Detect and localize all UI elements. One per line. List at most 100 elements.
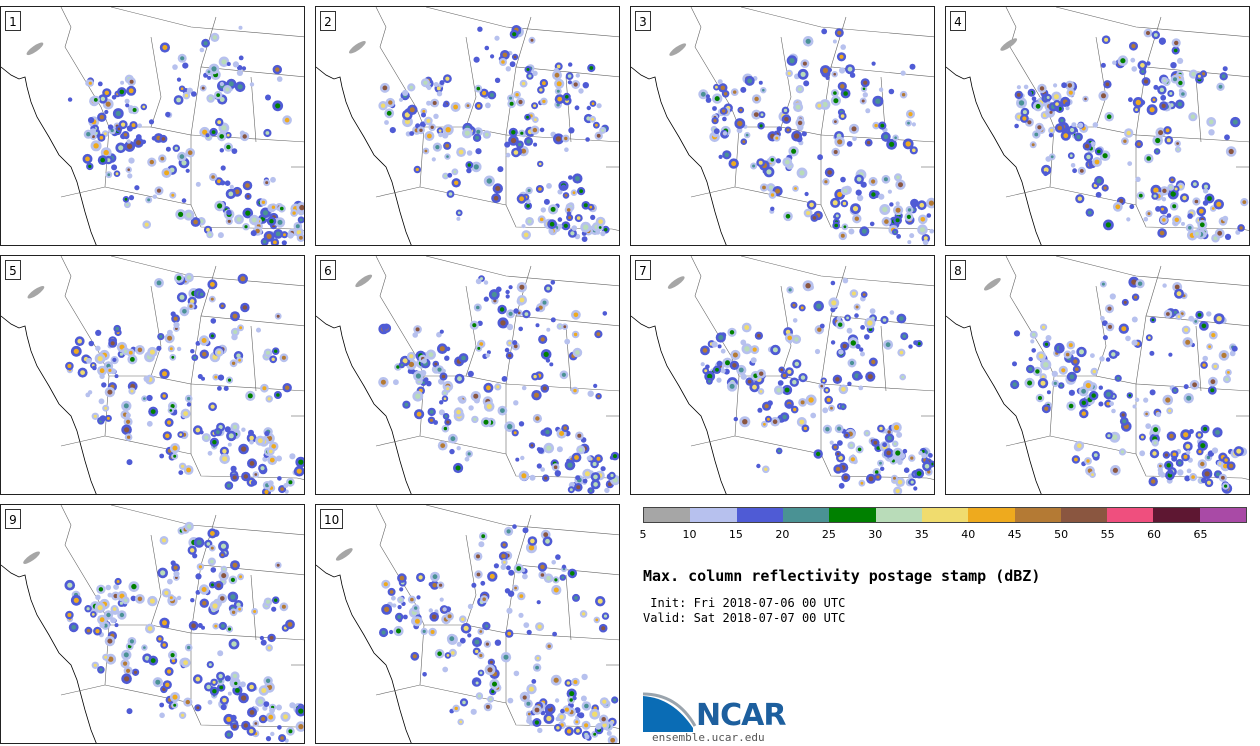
coastline [1,66,97,245]
echo-core [457,211,461,215]
echo-core [211,175,215,179]
echo-cell [856,194,864,202]
echo-cell [1111,408,1116,414]
echo-core [722,109,726,113]
echo-core [920,217,926,222]
state-border [505,632,619,641]
echo-cell [909,63,916,70]
echo-cell [433,420,438,425]
echo-core [202,352,207,357]
echo-core [1169,185,1173,189]
echo-core [772,419,778,424]
echo-cell [501,376,508,382]
echo-cell [900,70,906,76]
echo-core [266,599,270,604]
echo-core [753,112,759,117]
echo-cell [1161,197,1167,202]
state-border [375,435,421,447]
echo-cell [776,126,782,132]
echo-core [540,573,545,577]
echo-core [729,330,735,335]
echo-core [432,574,438,580]
echo-core [147,198,151,202]
echo-core [601,717,606,722]
echo-core [1200,443,1206,449]
echo-core [445,143,450,148]
echo-cell [1135,176,1141,182]
echo-core [1204,471,1210,477]
echo-core [1091,473,1094,476]
echo-cell [220,180,226,186]
echo-core [186,275,192,280]
member-number-label: 3 [635,11,651,31]
echo-core [1120,58,1126,64]
echo-core [901,93,906,97]
state-border [1005,435,1051,447]
echo-core [543,532,549,538]
echo-core [509,101,514,106]
echo-cell [1099,356,1105,362]
echo-core [1068,343,1073,348]
echo-cell [521,568,526,573]
echo-core [239,575,243,579]
echo-core [1112,467,1118,473]
echo-core [501,60,505,64]
echo-core [1038,396,1042,400]
echo-core [884,219,889,224]
echo-core [206,227,210,232]
echo-cell [896,431,903,438]
echo-core [476,572,481,577]
echo-core [1086,154,1091,160]
echo-core [1203,427,1208,431]
echo-core [1208,345,1211,349]
echo-cell [564,147,569,152]
echo-core [132,108,137,112]
echo-cell [468,405,474,411]
echo-core [269,636,274,640]
echo-core [1053,94,1059,100]
logo-url: ensemble.ucar.edu [652,731,765,744]
echo-cell [1072,168,1077,174]
echo-core [257,438,263,444]
echo-cell [505,294,510,299]
echo-core [836,452,840,456]
echo-core [489,697,493,701]
echo-core [529,686,534,692]
echo-core [71,625,76,630]
light-echo [27,285,45,299]
echo-core [1179,185,1183,189]
echo-core [1151,318,1155,322]
echo-core [592,711,598,717]
echo-core [1215,430,1220,435]
echo-core [234,681,238,686]
echo-core [556,89,560,93]
echo-cell [720,348,726,354]
echo-core [883,177,888,182]
echo-core [173,454,177,458]
echo-cell [543,198,550,205]
echo-cell [911,122,916,127]
echo-cell [555,554,561,560]
echo-core [137,347,143,353]
echo-core [404,402,409,407]
echo-core [758,160,763,165]
echo-cell [205,133,210,138]
echo-cell [467,603,474,610]
echo-core [227,627,232,631]
echo-core [222,698,227,703]
echo-core [752,347,757,352]
echo-core [545,538,550,544]
echo-core [299,204,304,211]
echo-cell [860,181,867,188]
echo-core [292,211,296,215]
echo-core [519,196,524,202]
echo-cell [551,560,556,565]
echo-core [243,474,248,479]
echo-core [171,355,175,359]
echo-cell [217,374,225,381]
echo-core [770,158,775,162]
echo-core [910,456,914,460]
echo-cell [792,318,798,323]
echo-cell [1231,345,1238,352]
echo-core [195,427,201,433]
